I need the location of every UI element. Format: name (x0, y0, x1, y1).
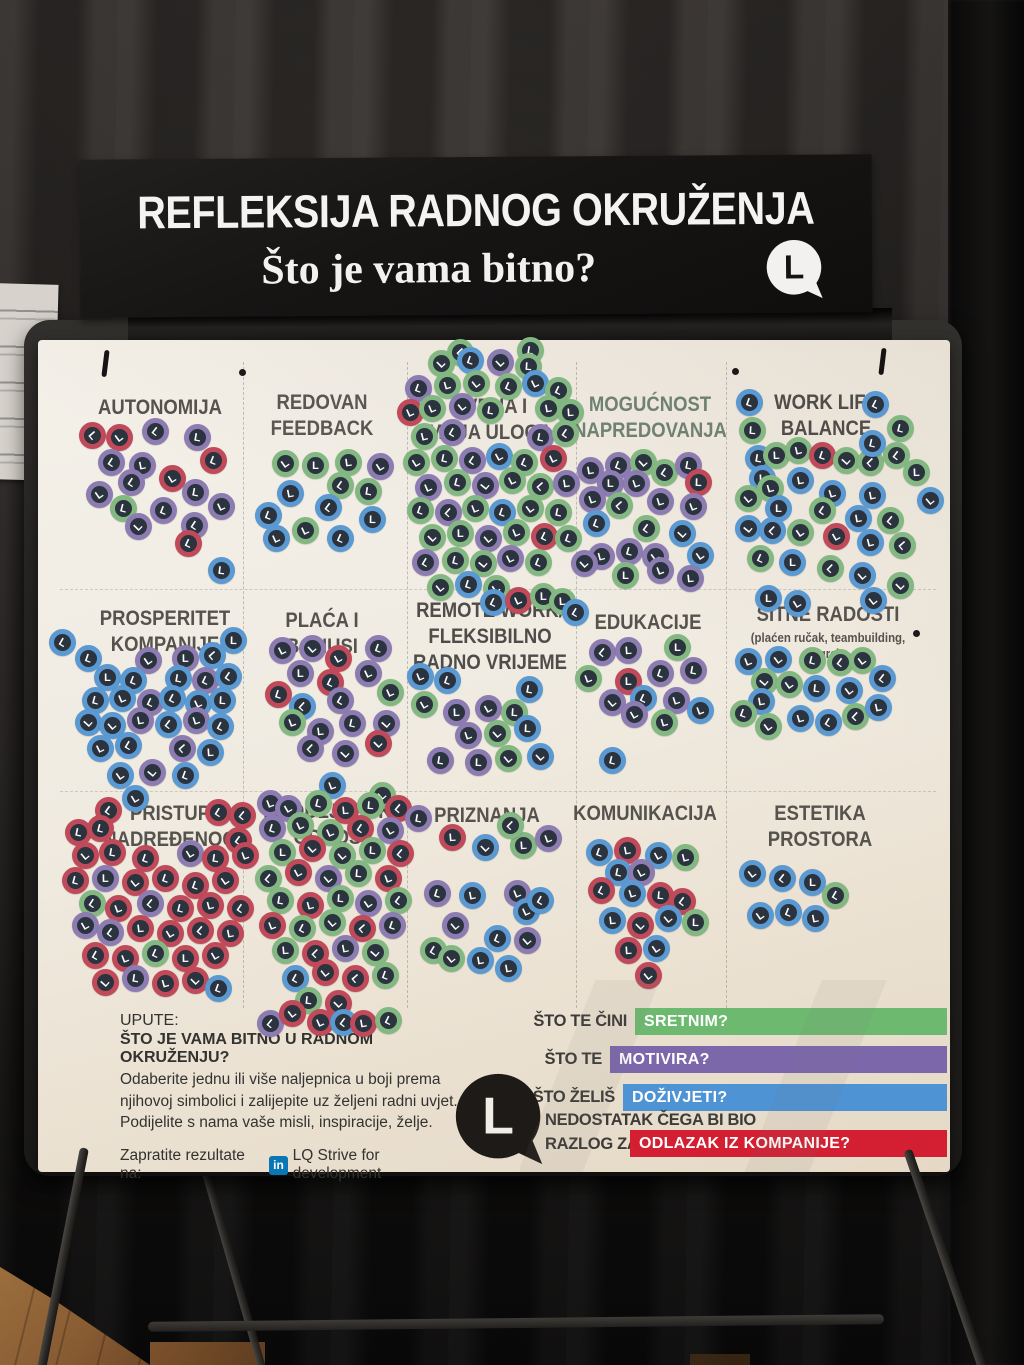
category-label-svrha-i-moja-uloga: SVRHA I MOJA ULOGA (427, 395, 553, 445)
instructions-question: ŠTO JE VAMA BITNO U RADNOM OKRUŽENJU? (120, 1031, 374, 1066)
category-label-pristup-nadredenog: PRISTUP NADREĐENOG (103, 802, 237, 852)
row-divider (60, 791, 936, 792)
category-label-priznanja: PRIZNANJA (434, 804, 540, 827)
banner-title: REFLEKSIJA RADNOG OKRUŽENJA (137, 181, 815, 239)
banner-subtitle: Što je vama bitno? (261, 245, 597, 294)
banner: REFLEKSIJA RADNOG OKRUŽENJA Što je vama … (79, 154, 873, 318)
legend-prefix-sretnim: ŠTO TE ČINI (533, 1012, 627, 1030)
category-label-meduljudski-odnosi: MEĐULJUDSKI ODNOSI (263, 800, 397, 850)
linkedin-icon: in (269, 1155, 288, 1175)
instructions-body: Odaberite jednu ili više naljepnica u bo… (120, 1071, 458, 1132)
row-divider (60, 589, 936, 590)
category-label-komunikacija: KOMUNIKACIJA (573, 802, 717, 825)
legend-bar-motivira: MOTIVIRA? (610, 1046, 947, 1073)
legend-bar-label: DOŽIVJETI? (632, 1088, 728, 1106)
category-label-edukacije: EDUKACIJE (594, 611, 702, 634)
category-label-autonomija: AUTONOMIJA (98, 396, 222, 419)
column-divider (243, 362, 244, 1008)
category-label-remote-work-fleksibilno: REMOTE WORK/ FLEKSIBILNO RADNO VRIJEME (412, 599, 568, 675)
legend-bar-label: MOTIVIRA? (619, 1050, 710, 1068)
svg-text:L: L (482, 1086, 514, 1144)
follow-prefix: Zapratite rezultate na: (120, 1147, 245, 1183)
legend-bar-dozivjeti: DOŽIVJETI? (623, 1084, 947, 1111)
wood-floor-strip (150, 1342, 265, 1365)
column-divider (576, 362, 577, 1008)
category-label-prosperitet-kompanije: PROSPERITET KOMPANIJE (99, 607, 231, 657)
legend-bar-label: ODLAZAK IZ KOMPANIJE? (639, 1134, 851, 1152)
category-label-sitne-radosti: SITNE RADOSTI (plaćen ručak, teambuilding… (742, 602, 914, 662)
pin-dot (239, 369, 246, 376)
category-label-placa-i-bonusi: PLAĆA I BONUSI (285, 609, 359, 659)
pin-dot (732, 368, 739, 375)
svg-text:L: L (784, 249, 805, 286)
instructions-heading: UPUTE: (120, 1012, 179, 1029)
category-label-work-life-balance: WORK LIFE BALANCE (774, 391, 878, 441)
legend-bar-odlazak: ODLAZAK IZ KOMPANIJE? (630, 1130, 947, 1157)
category-label-redovan-feedback: REDOVAN FEEDBACK (270, 391, 374, 441)
legend-prefix-dozivjeti: ŠTO ŽELIŠ (532, 1088, 616, 1106)
legend-prefix-odlazak: NEDOSTATAK ČEGA BI BIO RAZLOG ZA (545, 1111, 756, 1153)
category-sublabel-sitne-radosti: (plaćen ručak, teambuilding, igre) (750, 630, 906, 662)
category-label-estetika-prostora: ESTETIKA PROSTORA (767, 802, 873, 852)
column-divider (407, 362, 408, 1008)
legend-bar-label: SRETNIM? (644, 1012, 729, 1030)
pin-dot (913, 630, 920, 637)
column-divider (726, 362, 727, 1008)
legend-bar-sretnim: SRETNIM? (635, 1008, 947, 1035)
lq-logo-banner: L (766, 240, 823, 299)
wood-floor-sliver (690, 1354, 750, 1365)
lq-logo-footer: L (455, 1073, 543, 1165)
follow-line: Zapratite rezultate na: in LQ Strive for… (120, 1147, 465, 1183)
instructions-block: UPUTE: ŠTO JE VAMA BITNO U RADNOM OKRUŽE… (120, 1012, 465, 1183)
follow-account: LQ Strive for development (292, 1147, 382, 1183)
legend-prefix-motivira: ŠTO TE (544, 1050, 603, 1068)
category-label-mogucnost-napredovanja: MOGUĆNOST NAPREDOVANJA (573, 393, 727, 443)
